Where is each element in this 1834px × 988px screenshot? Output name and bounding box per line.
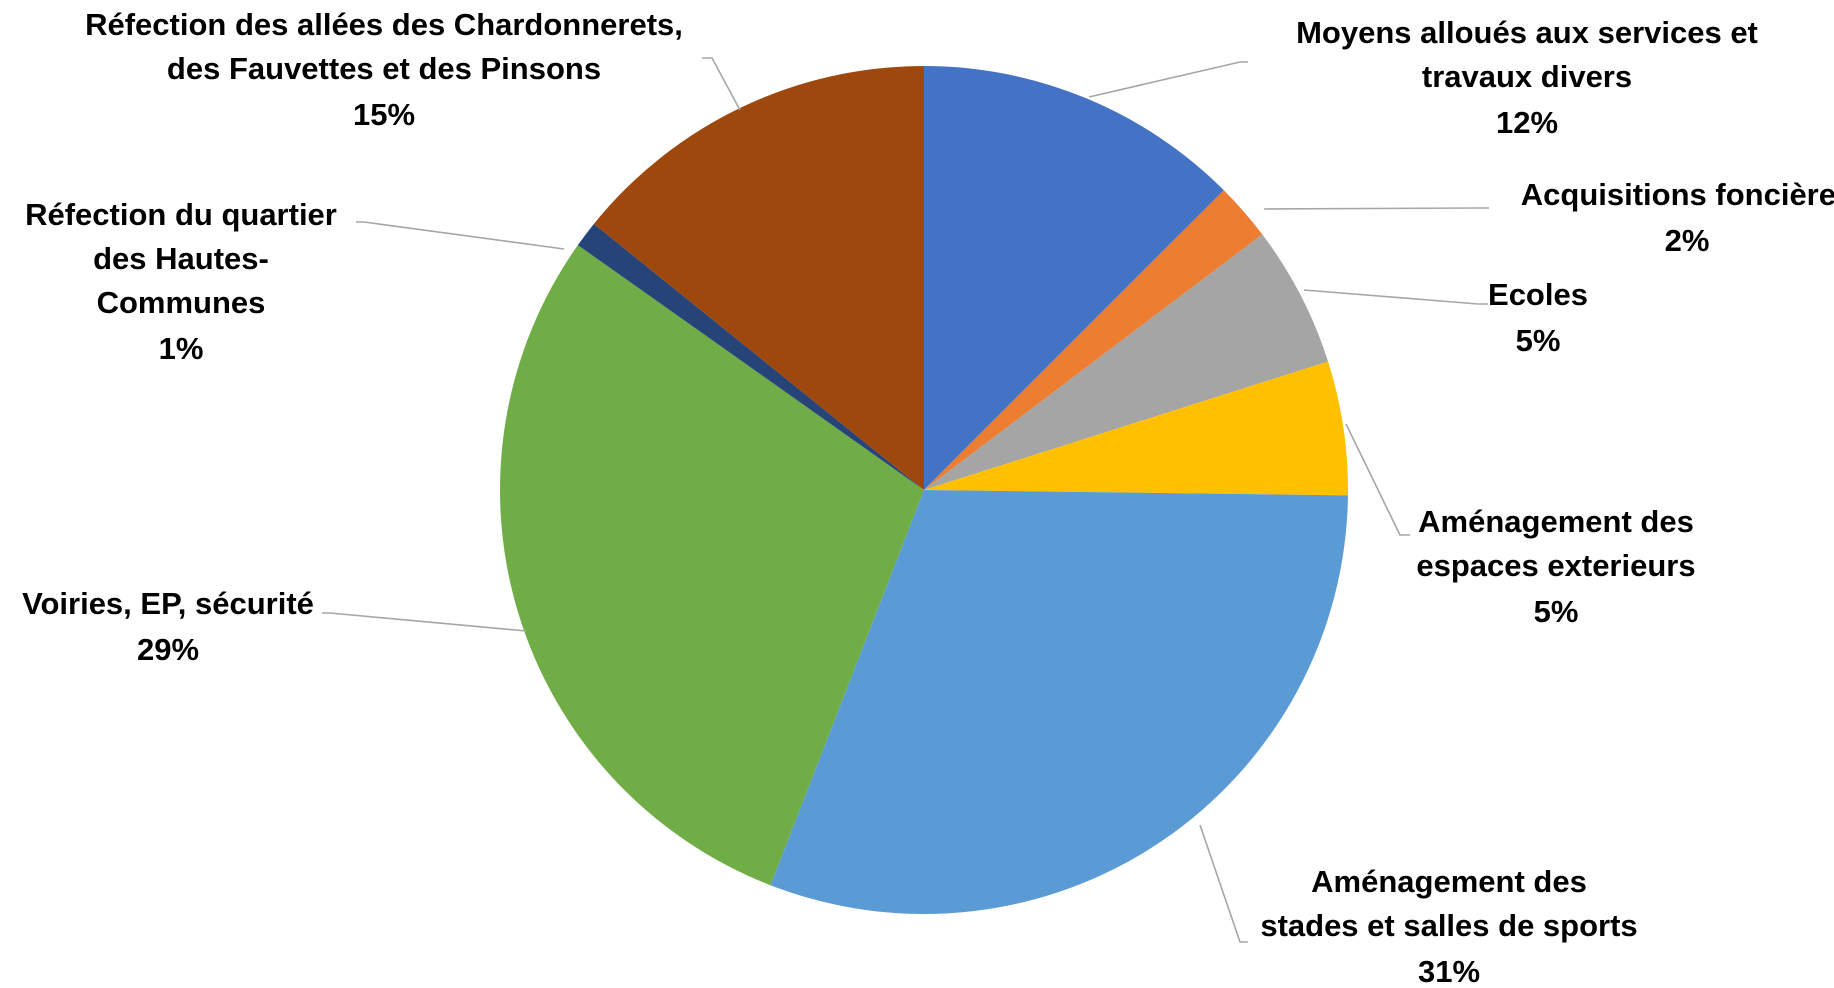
data-label-6: Voiries, EP, sécurité 29% (22, 586, 314, 667)
data-label-7: Réfection du quartier des Hautes- Communes… (25, 197, 337, 366)
leader-lines (322, 57, 1489, 943)
slice-percent-label: 5% (1534, 594, 1579, 629)
pie-slice-4 (924, 361, 1349, 496)
pie-slice-6 (499, 245, 924, 886)
slice-percent-label: 31% (1418, 954, 1480, 988)
leader-line-2 (1263, 207, 1489, 210)
leader-line-5 (1199, 824, 1248, 943)
slice-label-text: Communes (97, 285, 266, 320)
leader-line-6 (322, 612, 527, 632)
data-label-1: Moyens alloués aux services et travaux di… (1296, 15, 1758, 140)
data-label-4: Aménagement des espaces exterieurs 5% (1416, 504, 1695, 629)
pie-slice-3 (924, 234, 1329, 490)
slice-percent-label: 5% (1516, 323, 1561, 358)
pie-slice-8 (593, 66, 924, 490)
slice-label-text: Acquisitions foncières (1521, 177, 1834, 212)
data-labels: Moyens alloués aux services et travaux di… (22, 7, 1834, 988)
leader-line-4 (1345, 423, 1410, 536)
slice-label-text: Moyens alloués aux services et (1296, 15, 1758, 50)
data-label-2: Acquisitions foncières 2% (1521, 177, 1834, 258)
data-label-3: Ecoles 5% (1488, 277, 1588, 358)
slice-label-text: Voiries, EP, sécurité (22, 586, 314, 621)
slice-label-text: Réfection des allées des Chardonnerets, (85, 7, 683, 42)
leader-line-3 (1303, 289, 1488, 305)
leader-line-7 (356, 221, 565, 250)
slice-percent-label: 29% (137, 632, 199, 667)
slice-percent-label: 1% (159, 331, 204, 366)
slice-label-text: Réfection du quartier (25, 197, 337, 232)
slice-percent-label: 12% (1496, 105, 1558, 140)
slice-label-text: Aménagement des (1418, 504, 1694, 539)
slice-label-text: des Fauvettes et des Pinsons (167, 51, 601, 86)
leader-line-1 (1088, 61, 1248, 98)
slice-label-text: stades et salles de sports (1260, 908, 1637, 943)
pie-slices (499, 66, 1349, 915)
slice-label-text: Aménagement des (1311, 864, 1587, 899)
pie-slice-1 (924, 66, 1224, 490)
slice-label-text: Ecoles (1488, 277, 1588, 312)
leader-line-8 (702, 57, 741, 111)
data-label-5: Aménagement des stades et salles de sport… (1260, 864, 1637, 988)
slice-label-text: travaux divers (1422, 59, 1632, 94)
pie-slice-7 (577, 223, 924, 491)
data-label-8: Réfection des allées des Chardonnerets, d… (85, 7, 683, 132)
slice-percent-label: 2% (1665, 223, 1710, 258)
slice-label-text: des Hautes- (93, 241, 269, 276)
pie-slice-2 (924, 190, 1263, 490)
pie-slice-5 (770, 490, 1348, 915)
slice-label-text: espaces exterieurs (1416, 548, 1695, 583)
slice-percent-label: 15% (353, 97, 415, 132)
